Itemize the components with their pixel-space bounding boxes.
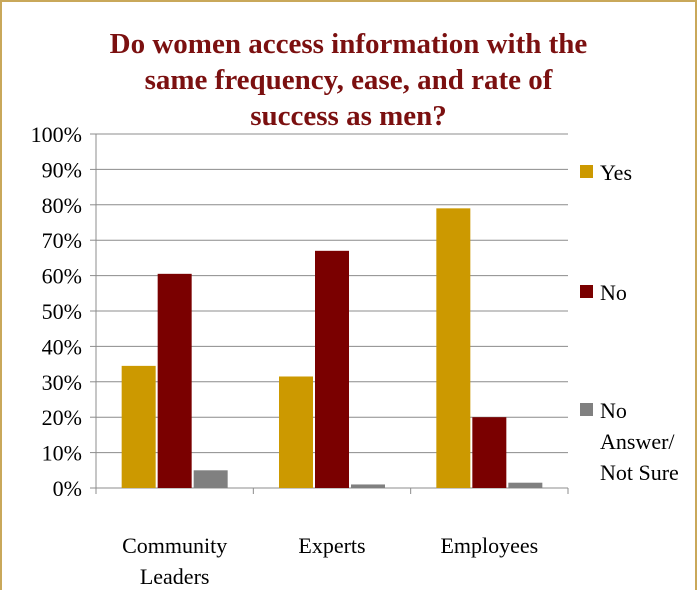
y-tick-label: 30% [42, 370, 82, 395]
legend-swatch [580, 285, 593, 298]
legend-label: No [600, 398, 627, 423]
bar [351, 484, 385, 488]
y-tick-label: 90% [42, 157, 82, 182]
legend-label: Yes [600, 160, 632, 185]
legend-label: No [600, 280, 627, 305]
legend-swatch [580, 403, 593, 416]
chart-title-line-3: success as men? [250, 100, 447, 132]
bar [279, 376, 313, 488]
bar [121, 365, 156, 488]
legend-label: Answer/ [600, 429, 675, 454]
y-tick-label: 60% [42, 264, 82, 289]
bar [472, 417, 507, 488]
y-tick-label: 50% [42, 299, 82, 324]
x-category-label: Leaders [140, 564, 210, 589]
legend-swatch [580, 165, 593, 178]
y-tick-label: 100% [31, 122, 82, 147]
chart-title: Do women access information with the sam… [0, 26, 697, 134]
bar [193, 470, 228, 488]
chart-title-line-2: same frequency, ease, and rate of [144, 64, 553, 96]
y-tick-label: 40% [42, 334, 82, 359]
bar [508, 482, 543, 488]
bar [315, 250, 349, 488]
bar [157, 273, 192, 488]
y-tick-label: 70% [42, 228, 82, 253]
x-category-label: Community [122, 533, 227, 558]
y-tick-label: 20% [42, 405, 82, 430]
x-category-label: Employees [440, 533, 538, 558]
y-tick-label: 80% [42, 193, 82, 218]
chart-title-line-1: Do women access information with the [109, 28, 588, 60]
bar [436, 208, 471, 488]
y-tick-label: 0% [53, 476, 82, 501]
legend-label: Not Sure [600, 460, 679, 485]
x-category-label: Experts [298, 533, 365, 558]
y-tick-label: 10% [42, 441, 82, 466]
